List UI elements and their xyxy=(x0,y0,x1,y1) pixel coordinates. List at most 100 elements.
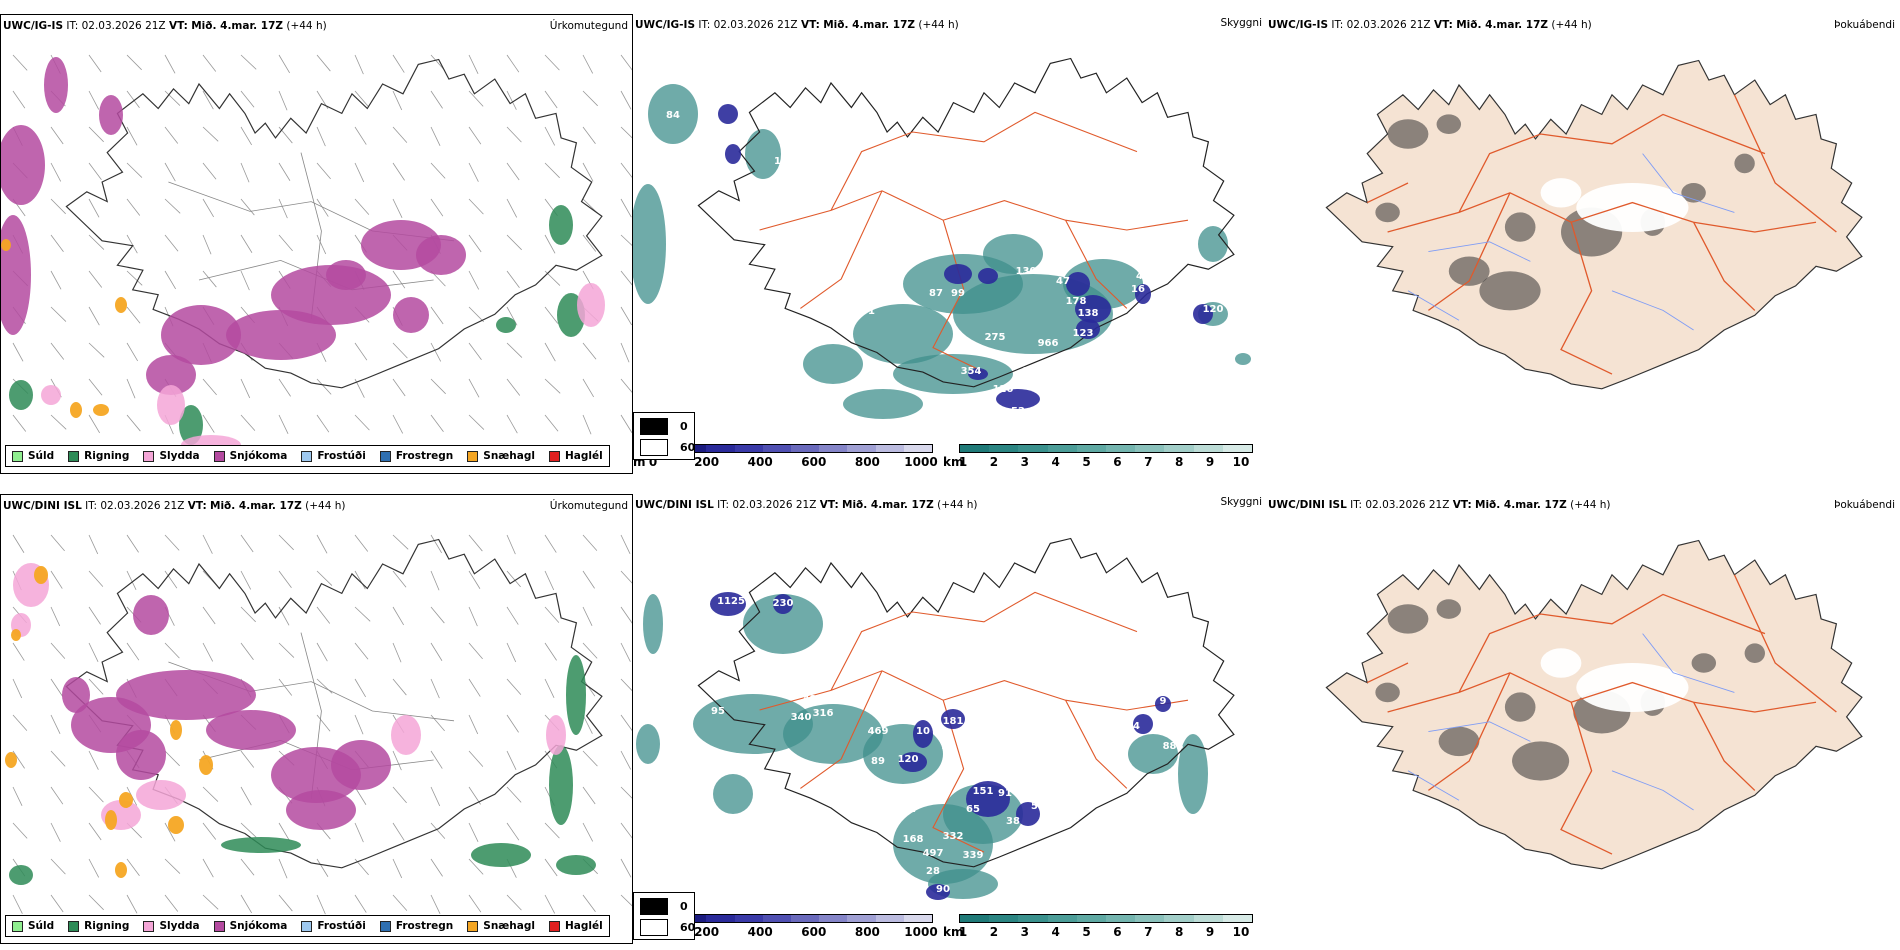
wind-barb xyxy=(354,342,368,361)
legend-label: Slydda xyxy=(159,450,200,462)
wind-barb xyxy=(278,606,290,626)
colorbar-segment xyxy=(1076,915,1107,922)
legend-label: Snjókoma xyxy=(229,450,288,462)
legend-swatch xyxy=(301,450,313,462)
wind-barb xyxy=(50,714,61,734)
legend-item: Súld xyxy=(12,450,54,462)
cloud-base-label: 99 xyxy=(951,288,965,299)
wind-barb xyxy=(468,858,484,875)
wind-barb xyxy=(164,126,179,144)
colorbar-tick: 8 xyxy=(1175,455,1184,469)
wind-barb xyxy=(202,858,214,878)
wind-barb xyxy=(278,822,291,842)
iceland-land xyxy=(1325,59,1863,390)
fog-legend-item: 60 xyxy=(640,439,695,456)
wind-barb xyxy=(126,342,139,362)
cloud-base-label: 26 xyxy=(706,136,720,147)
colorbar-segment xyxy=(847,445,876,452)
wind-barb xyxy=(506,534,516,555)
wind-barb xyxy=(164,858,181,874)
wind-barb xyxy=(392,126,408,143)
wind-barb xyxy=(354,822,364,843)
colorbar-segment xyxy=(960,915,990,922)
legend-swatch xyxy=(213,920,225,932)
snow-area xyxy=(133,595,169,635)
wind-barb xyxy=(240,570,252,590)
wind-barb xyxy=(240,858,255,876)
wind-barb xyxy=(392,90,403,111)
wind-barb xyxy=(582,642,598,659)
snow-area xyxy=(226,310,336,360)
cloud-base-label: 1125 xyxy=(717,596,745,607)
snow-area xyxy=(44,57,68,113)
rain-area xyxy=(556,855,596,875)
wind-barb xyxy=(468,714,479,735)
wind-barb xyxy=(316,126,326,147)
legend-label: Snæhagl xyxy=(483,920,535,932)
rivers xyxy=(1407,153,1735,331)
wind-barb xyxy=(544,90,558,109)
vt-value: Mið. 4.mar. 17Z xyxy=(842,499,934,511)
colorbar-tick: 600 xyxy=(801,455,827,469)
cloud-base-area xyxy=(913,720,933,748)
wind-barb xyxy=(88,54,102,73)
colorbar-tick: 1000 xyxy=(904,925,938,939)
wind-barb xyxy=(468,270,480,290)
wind-barb xyxy=(430,858,443,877)
wind-barb xyxy=(582,54,594,74)
wind-barb xyxy=(202,534,213,554)
wind-barb xyxy=(392,642,402,663)
wind-barb xyxy=(50,570,63,589)
lead-time: (+44 h) xyxy=(937,499,978,511)
panel-header: UWC/DINI ISL IT: 02.03.2026 21Z VT: Mið.… xyxy=(635,499,977,511)
colorbar-tick: 9 xyxy=(1205,925,1215,939)
it-label: IT: xyxy=(85,500,98,512)
colorbar-tick: 2 xyxy=(989,455,999,469)
cloud-base-label: 91 xyxy=(998,788,1012,799)
cloud-base-label: 90 xyxy=(936,884,950,895)
wind-barb xyxy=(202,270,217,288)
cloud-base-label: 966 xyxy=(1038,338,1059,349)
coastline xyxy=(65,58,603,389)
legend-label: Frostúði xyxy=(317,920,366,932)
cloud-base-label: 65 xyxy=(966,804,980,815)
it-label: IT: xyxy=(698,19,711,31)
wind-barb xyxy=(582,570,595,589)
wind-barb xyxy=(544,54,560,71)
graupel-area xyxy=(93,404,109,416)
colorbar-segment xyxy=(1047,915,1077,922)
legend-item: Rigning xyxy=(68,450,129,462)
cloud-base-label: 340 xyxy=(791,712,812,723)
wind-barb xyxy=(620,342,630,363)
legend-item: Snæhagl xyxy=(467,920,535,932)
fog-index-area xyxy=(1448,256,1490,286)
model-name: UWC/IG-IS xyxy=(635,19,696,31)
colorbar-unit: km xyxy=(943,455,964,469)
cloud-base-label: 20 xyxy=(891,238,905,249)
fog-legend-swatch xyxy=(640,919,668,936)
wind-barb xyxy=(126,534,139,553)
colorbar-tick: 400 xyxy=(747,925,773,939)
legend-swatch xyxy=(68,450,80,462)
wind-barb xyxy=(620,570,632,587)
fog-index-area xyxy=(1512,741,1570,781)
wind-barb xyxy=(620,306,632,326)
wind-barb xyxy=(468,90,484,107)
lead-time: (+44 h) xyxy=(1570,499,1611,511)
wind-barb xyxy=(240,270,250,291)
wind-barb xyxy=(506,126,522,143)
cloud-base-area xyxy=(944,264,972,284)
colorbar-segment xyxy=(734,915,763,922)
fog-panel-row2: UWC/DINI ISL IT: 02.03.2026 21Z VT: Mið.… xyxy=(1266,494,1899,944)
visibility-panel-row2: 1125 230 95 482 340 316 469 10 89 120 181 13 57 28 397… xyxy=(633,494,1266,944)
low-visibility-area xyxy=(1178,734,1208,814)
model-name: UWC/DINI ISL xyxy=(635,499,714,511)
legend-label: Haglél xyxy=(564,450,603,462)
wind-barb xyxy=(468,414,485,430)
wind-barb xyxy=(620,378,632,396)
cloud-base-area xyxy=(1076,319,1100,339)
fog-index-area xyxy=(1734,153,1755,174)
precip-map-row2 xyxy=(5,534,632,915)
wind-barb xyxy=(88,306,100,326)
snow-area xyxy=(416,235,466,275)
